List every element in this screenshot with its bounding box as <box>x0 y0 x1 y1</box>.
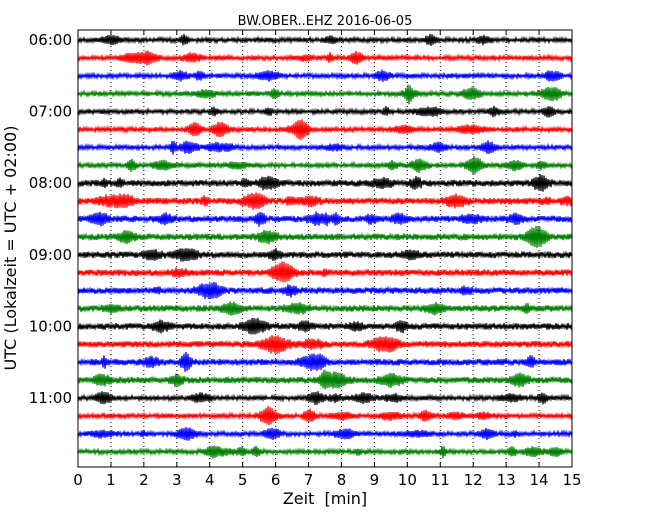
y-tick-label: 11:00 <box>29 389 72 407</box>
seismogram-trace <box>77 211 573 227</box>
x-tick-label: 14 <box>530 471 549 489</box>
x-tick-label: 3 <box>172 471 182 489</box>
seismogram-trace <box>77 261 573 283</box>
x-tick-label: 8 <box>337 471 347 489</box>
chart-title: BW.OBER..EHZ 2016-06-05 <box>238 14 413 29</box>
x-axis-ticks: 0 1 2 3 4 5 6 7 8 9 10 11 12 13 14 15 <box>73 30 582 489</box>
traces <box>77 33 573 459</box>
y-tick-label: 06:00 <box>29 31 72 49</box>
seismogram-trace <box>77 33 573 46</box>
x-tick-label: 15 <box>562 471 581 489</box>
x-tick-label: 10 <box>398 471 417 489</box>
seismogram-trace <box>77 317 573 335</box>
y-tick-label: 09:00 <box>29 246 72 264</box>
seismogram-trace <box>77 281 573 300</box>
seismogram-trace <box>77 119 573 141</box>
x-axis-label: Zeit [min] <box>283 489 367 508</box>
x-tick-label: 5 <box>238 471 248 489</box>
x-tick-label: 7 <box>304 471 314 489</box>
x-tick-label: 11 <box>431 471 450 489</box>
seismogram-trace <box>77 406 573 426</box>
seismogram-trace <box>77 84 573 105</box>
seismogram-trace <box>77 445 573 459</box>
seismogram-trace <box>77 140 573 155</box>
plot-frame <box>77 29 573 468</box>
y-tick-label: 08:00 <box>29 174 72 192</box>
seismogram-trace <box>77 69 573 82</box>
x-tick-label: 6 <box>271 471 281 489</box>
seismogram-trace <box>77 50 573 66</box>
y-axis-ticks: 06:00 07:00 08:00 09:00 10:00 11:00 <box>29 31 572 407</box>
seismogram-trace <box>77 173 573 192</box>
seismogram-trace <box>77 301 573 316</box>
x-tick-label: 12 <box>464 471 483 489</box>
x-tick-label: 1 <box>106 471 116 489</box>
x-tick-label: 0 <box>73 471 83 489</box>
seismogram-trace <box>77 247 573 262</box>
grid <box>110 30 540 467</box>
x-tick-label: 4 <box>205 471 215 489</box>
seismogram-trace <box>77 334 573 354</box>
seismogram-trace <box>77 351 573 372</box>
y-axis-label: UTC (Lokalzeit = UTC + 02:00) <box>1 126 20 371</box>
seismogram-trace <box>77 156 573 175</box>
x-tick-label: 9 <box>370 471 380 489</box>
seismogram-trace <box>77 225 573 248</box>
seismogram-trace <box>77 192 573 210</box>
seismogram-trace <box>77 391 573 405</box>
y-tick-label: 07:00 <box>29 103 72 121</box>
seismogram-trace <box>77 426 573 441</box>
x-tick-label: 2 <box>139 471 149 489</box>
seismogram-trace <box>77 105 573 118</box>
x-tick-label: 13 <box>497 471 516 489</box>
y-tick-label: 10:00 <box>29 317 72 335</box>
seismogram-trace <box>77 369 573 390</box>
